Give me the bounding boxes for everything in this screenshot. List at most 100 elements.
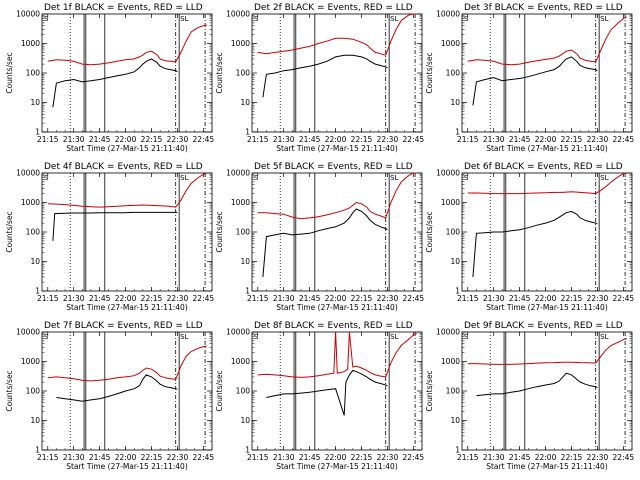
y-tick-label: 10: [240, 98, 250, 107]
y-tick-label: 100: [26, 387, 41, 396]
x-tick-label: 21:15: [37, 453, 59, 462]
lld-series-line: [47, 172, 207, 208]
x-tick-label: 21:15: [457, 453, 479, 462]
x-tick-label: 22:30: [587, 294, 609, 303]
y-tick-label: 100: [26, 69, 41, 78]
plot-frame: [41, 13, 213, 133]
x-tick-label: 22:45: [193, 294, 215, 303]
y-tick-label: 100: [446, 69, 461, 78]
y-tick-label: 10000: [16, 169, 40, 178]
panel-mark-sl: SL: [600, 174, 608, 182]
x-tick-label: 21:15: [457, 135, 479, 144]
x-tick-label: 21:15: [247, 294, 269, 303]
x-tick-label: 21:45: [299, 453, 321, 462]
x-tick-label: 22:45: [403, 135, 425, 144]
x-tick-label: 22:30: [377, 453, 399, 462]
lld-series-line: [257, 331, 418, 378]
x-tick-label: 21:45: [509, 453, 531, 462]
x-tick-label: 21:45: [89, 294, 111, 303]
x-tick-label: 22:45: [613, 453, 635, 462]
x-tick-label: 22:45: [403, 453, 425, 462]
detector-panel-4: Det 4f BLACK = Events, RED = LLD 1 10 100 10…: [5, 162, 214, 312]
x-tick-label: 22:30: [167, 294, 189, 303]
panel-mark-s: S: [464, 15, 469, 23]
x-tick-label: 21:30: [63, 294, 85, 303]
x-tick-label: 22:45: [613, 135, 635, 144]
y-tick-label: 10000: [226, 10, 250, 19]
x-tick-label: 21:15: [247, 453, 269, 462]
x-tick-label: 22:00: [535, 453, 557, 462]
x-axis-label: Start Time (27-Mar-15 21:11:40): [486, 303, 608, 312]
x-tick-label: 21:45: [89, 135, 111, 144]
x-axis-label: Start Time (27-Mar-15 21:11:40): [66, 462, 188, 471]
lld-series-line: [47, 345, 207, 382]
events-series-line: [262, 208, 388, 277]
x-tick-label: 22:30: [587, 135, 609, 144]
y-axis-label: Counts/sec: [215, 211, 224, 252]
plot-frame: [251, 331, 423, 451]
panel-mark-sl: SL: [390, 333, 398, 341]
panel-title: Det 7f BLACK = Events, RED = LLD: [44, 321, 203, 331]
x-tick-label: 22:30: [587, 453, 609, 462]
x-tick-label: 22:30: [167, 135, 189, 144]
x-tick-label: 22:15: [561, 135, 583, 144]
y-tick-label: 10: [240, 257, 250, 266]
panel-mark-sl: SL: [600, 15, 608, 23]
x-tick-label: 22:00: [325, 453, 347, 462]
y-tick-label: 10000: [436, 10, 460, 19]
x-tick-label: 21:15: [457, 294, 479, 303]
lld-series-line: [257, 13, 417, 56]
panel-mark-sl: SL: [600, 333, 608, 341]
x-tick-label: 21:15: [247, 135, 269, 144]
x-tick-label: 22:30: [377, 135, 399, 144]
x-axis-label: Start Time (27-Mar-15 21:11:40): [486, 144, 608, 153]
panel-mark-sl: SL: [180, 15, 188, 23]
x-axis-label: Start Time (27-Mar-15 21:11:40): [486, 462, 608, 471]
x-tick-label: 22:45: [613, 294, 635, 303]
detector-panel-5: Det 5f BLACK = Events, RED = LLD 1 10 100 10…: [215, 162, 424, 312]
y-tick-label: 10: [450, 98, 460, 107]
x-axis-label: Start Time (27-Mar-15 21:11:40): [276, 303, 398, 312]
x-tick-label: 21:30: [273, 294, 295, 303]
events-series-line: [472, 210, 598, 277]
x-tick-label: 22:15: [141, 135, 163, 144]
events-series-line: [52, 58, 178, 108]
x-tick-label: 22:15: [351, 294, 373, 303]
x-tick-label: 21:30: [63, 453, 85, 462]
events-series-line: [56, 374, 178, 402]
x-tick-label: 21:30: [273, 453, 295, 462]
y-tick-label: 10: [30, 257, 40, 266]
y-axis-label: Counts/sec: [425, 52, 434, 93]
x-tick-label: 22:15: [561, 294, 583, 303]
y-tick-label: 10000: [16, 328, 40, 337]
y-tick-label: 1: [35, 446, 40, 455]
x-tick-label: 22:00: [115, 453, 137, 462]
x-tick-label: 21:15: [37, 135, 59, 144]
y-tick-label: 1: [35, 287, 40, 296]
events-series-line: [262, 54, 388, 98]
y-tick-label: 1: [245, 287, 250, 296]
plot-frame: [461, 172, 633, 292]
panel-mark-s: S: [44, 15, 49, 23]
y-tick-label: 1000: [441, 39, 460, 48]
x-tick-label: 22:45: [193, 453, 215, 462]
x-tick-label: 22:15: [141, 453, 163, 462]
x-tick-label: 21:30: [483, 135, 505, 144]
x-tick-label: 21:30: [483, 453, 505, 462]
x-tick-label: 22:00: [535, 135, 557, 144]
lld-series-line: [467, 16, 628, 66]
detector-panel-1: Det 1f BLACK = Events, RED = LLD 1 10 100 10…: [5, 3, 214, 153]
detector-panel-7: Det 7f BLACK = Events, RED = LLD 1 10 100 10…: [5, 321, 214, 471]
y-tick-label: 10: [30, 416, 40, 425]
y-tick-label: 1000: [441, 357, 460, 366]
panel-title: Det 3f BLACK = Events, RED = LLD: [464, 3, 623, 13]
panel-title: Det 1f BLACK = Events, RED = LLD: [44, 3, 203, 13]
y-tick-label: 1000: [21, 39, 40, 48]
panel-mark-s: S: [254, 174, 259, 182]
lld-series-line: [467, 338, 627, 365]
x-tick-label: 21:45: [299, 294, 321, 303]
x-tick-label: 22:00: [535, 294, 557, 303]
panel-mark-s: S: [44, 333, 49, 341]
y-axis-label: Counts/sec: [5, 370, 14, 411]
